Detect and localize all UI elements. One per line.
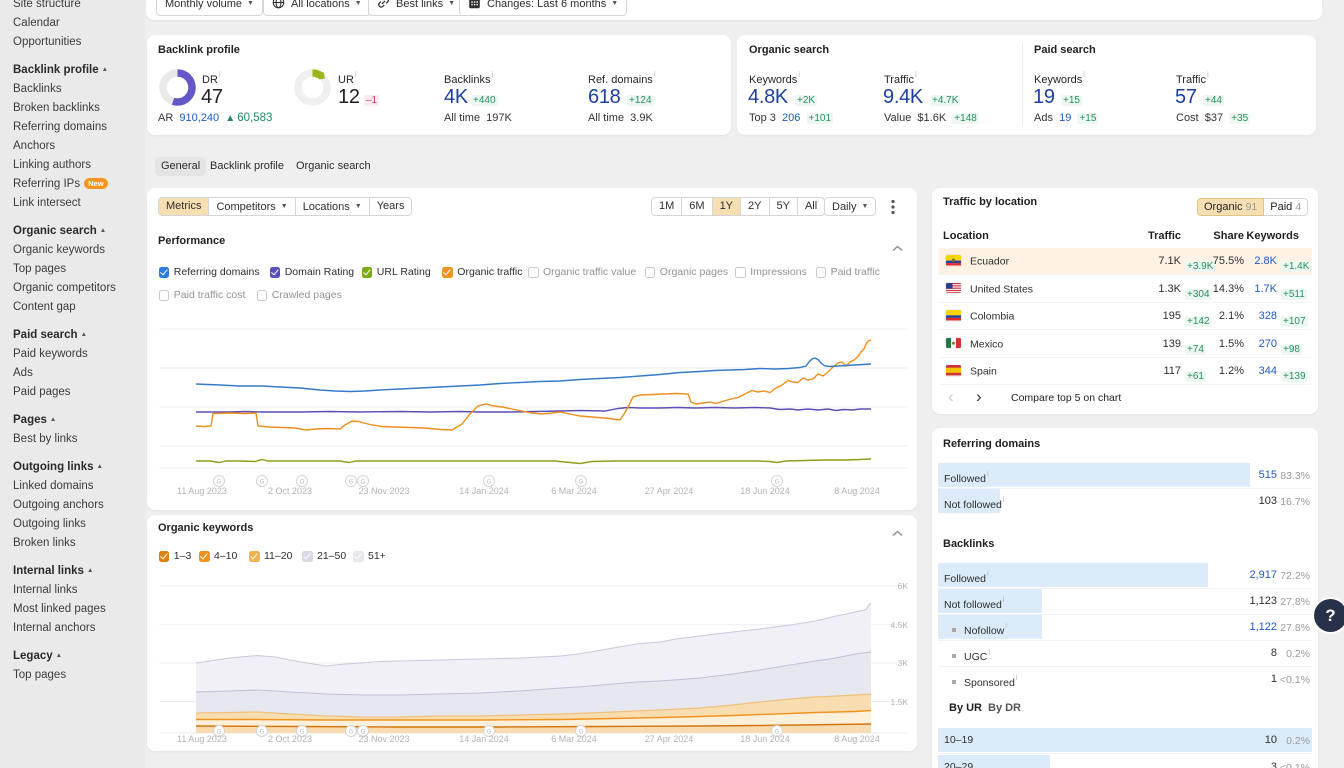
svg-text:23 Nov 2023: 23 Nov 2023 xyxy=(358,486,409,496)
svg-text:2 Oct 2023: 2 Oct 2023 xyxy=(268,734,312,744)
svg-text:27 Apr 2024: 27 Apr 2024 xyxy=(645,734,694,744)
svg-text:G: G xyxy=(300,480,305,486)
svg-text:G: G xyxy=(349,480,354,486)
svg-text:11 Aug 2023: 11 Aug 2023 xyxy=(177,734,227,744)
svg-text:27 Apr 2024: 27 Apr 2024 xyxy=(645,486,694,496)
svg-text:6 Mar 2024: 6 Mar 2024 xyxy=(551,734,597,744)
svg-text:8 Aug 2024: 8 Aug 2024 xyxy=(834,734,880,744)
svg-text:G: G xyxy=(300,730,305,736)
svg-text:2 Oct 2023: 2 Oct 2023 xyxy=(268,486,312,496)
svg-text:G: G xyxy=(361,480,366,486)
svg-text:G: G xyxy=(579,480,584,486)
svg-text:6K: 6K xyxy=(898,581,909,591)
svg-text:1.5K: 1.5K xyxy=(891,697,909,707)
svg-text:11 Aug 2023: 11 Aug 2023 xyxy=(177,486,227,496)
svg-text:14 Jan 2024: 14 Jan 2024 xyxy=(459,486,509,496)
svg-text:14 Jan 2024: 14 Jan 2024 xyxy=(459,734,509,744)
svg-text:G: G xyxy=(775,730,780,736)
svg-text:23 Nov 2023: 23 Nov 2023 xyxy=(358,734,409,744)
svg-text:G: G xyxy=(349,730,354,736)
svg-text:G: G xyxy=(260,480,265,486)
svg-text:4.5K: 4.5K xyxy=(891,620,909,630)
svg-text:G: G xyxy=(361,730,366,736)
svg-text:G: G xyxy=(260,730,265,736)
svg-text:G: G xyxy=(217,480,222,486)
svg-text:8 Aug 2024: 8 Aug 2024 xyxy=(834,486,880,496)
svg-text:18 Jun 2024: 18 Jun 2024 xyxy=(740,486,790,496)
svg-text:18 Jun 2024: 18 Jun 2024 xyxy=(740,734,790,744)
svg-text:G: G xyxy=(487,730,492,736)
svg-text:G: G xyxy=(217,730,222,736)
svg-text:G: G xyxy=(487,480,492,486)
svg-text:3K: 3K xyxy=(898,658,909,668)
svg-text:6 Mar 2024: 6 Mar 2024 xyxy=(551,486,597,496)
svg-text:G: G xyxy=(579,730,584,736)
svg-text:G: G xyxy=(775,480,780,486)
